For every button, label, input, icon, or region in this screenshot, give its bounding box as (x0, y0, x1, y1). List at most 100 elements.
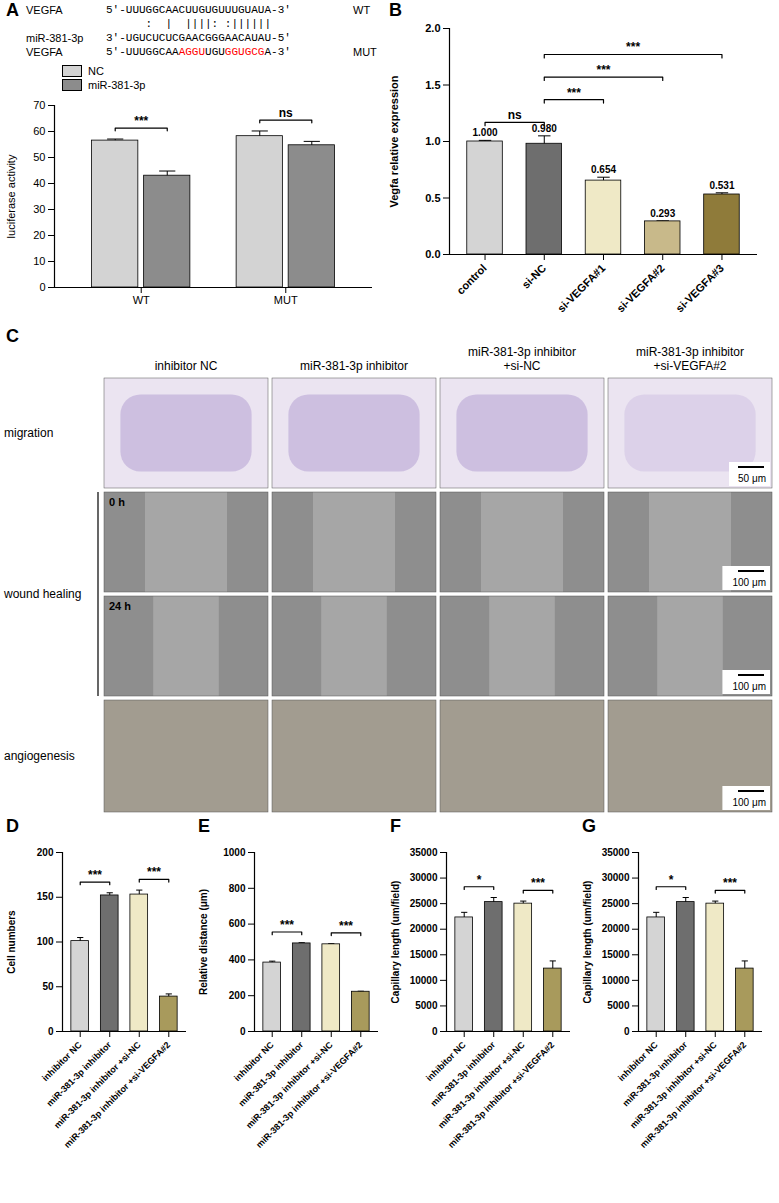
svg-text:***: *** (147, 865, 161, 879)
svg-text:20000: 20000 (602, 923, 630, 934)
svg-text:miR-381-3p inhibitor +si-VEGFA: miR-381-3p inhibitor +si-VEGFA#2 (254, 1040, 364, 1150)
svg-text:control: control (454, 262, 489, 297)
svg-text:miR-381-3p inhibitor +si-VEGFA: miR-381-3p inhibitor +si-VEGFA#2 (446, 1040, 556, 1150)
svg-text:inhibitor NC: inhibitor NC (424, 1039, 468, 1084)
svg-text:***: *** (567, 86, 581, 100)
svg-text:25000: 25000 (410, 898, 438, 909)
svg-text:0.293: 0.293 (650, 208, 675, 219)
svg-text:35000: 35000 (602, 847, 630, 858)
svg-text:***: *** (339, 919, 353, 933)
svg-text:15000: 15000 (410, 949, 438, 960)
svg-text:10000: 10000 (602, 975, 630, 986)
svg-text:10000: 10000 (410, 975, 438, 986)
svg-text:1.000: 1.000 (473, 127, 498, 138)
svg-text:*: * (669, 873, 674, 887)
svg-text:miR-381-3p inhibitor: miR-381-3p inhibitor (300, 359, 408, 373)
svg-text:***: *** (596, 63, 610, 77)
svg-text:+si-VEGFA#2: +si-VEGFA#2 (653, 359, 726, 373)
svg-text:0.654: 0.654 (591, 164, 616, 175)
svg-text:400: 400 (229, 954, 246, 965)
svg-text:2.0: 2.0 (425, 22, 440, 34)
svg-text:WT: WT (133, 294, 150, 306)
svg-text:Cell numbers: Cell numbers (6, 910, 17, 974)
svg-text:40: 40 (33, 177, 45, 189)
svg-text:20: 20 (33, 229, 45, 241)
svg-text:1.5: 1.5 (425, 79, 440, 91)
svg-text:+si-NC: +si-NC (503, 359, 540, 373)
svg-text:10: 10 (33, 255, 45, 267)
svg-text:200: 200 (229, 990, 246, 1001)
svg-text:Vegfa relative expression: Vegfa relative expression (388, 75, 400, 207)
svg-text:si-VEGFA#3: si-VEGFA#3 (673, 262, 726, 315)
svg-text:30000: 30000 (410, 872, 438, 883)
svg-text:800: 800 (229, 883, 246, 894)
svg-text:***: *** (531, 876, 545, 890)
svg-text:50 μm: 50 μm (738, 473, 766, 484)
svg-text:50: 50 (33, 151, 45, 163)
svg-text:inhibitor NC: inhibitor NC (616, 1039, 660, 1084)
svg-text:luciferase activity: luciferase activity (5, 154, 17, 238)
svg-text:35000: 35000 (410, 847, 438, 858)
svg-text:30000: 30000 (602, 872, 630, 883)
svg-text:5000: 5000 (415, 1000, 438, 1011)
svg-text:150: 150 (37, 891, 54, 902)
svg-text:60: 60 (33, 125, 45, 137)
svg-text:miR-381-3p inhibitor: miR-381-3p inhibitor (468, 345, 576, 359)
svg-text:100 μm: 100 μm (732, 681, 766, 692)
svg-text:***: *** (134, 114, 148, 128)
svg-text:5000: 5000 (607, 1000, 630, 1011)
svg-text:0.980: 0.980 (532, 123, 557, 134)
svg-text:ns: ns (279, 106, 293, 120)
svg-text:ns: ns (508, 108, 522, 122)
svg-text:0.531: 0.531 (709, 180, 734, 191)
svg-text:inhibitor NC: inhibitor NC (40, 1039, 84, 1084)
svg-text:0: 0 (39, 281, 45, 293)
svg-text:miR-381-3p inhibitor +si-NC: miR-381-3p inhibitor +si-NC (52, 1039, 143, 1131)
svg-text:0: 0 (432, 1026, 438, 1037)
svg-text:600: 600 (229, 918, 246, 929)
svg-text:*: * (477, 873, 482, 887)
svg-text:1000: 1000 (223, 847, 246, 858)
svg-text:inhibitor NC: inhibitor NC (155, 359, 218, 373)
svg-text:24 h: 24 h (109, 600, 131, 612)
svg-text:50: 50 (42, 981, 54, 992)
svg-text:miR-381-3p inhibitor +si-NC: miR-381-3p inhibitor +si-NC (436, 1039, 527, 1131)
svg-text:si-NC: si-NC (519, 262, 548, 291)
svg-text:70: 70 (33, 99, 45, 111)
svg-text:inhibitor NC: inhibitor NC (232, 1039, 276, 1084)
svg-text:200: 200 (37, 847, 54, 858)
svg-text:migration: migration (4, 426, 53, 440)
svg-text:***: *** (88, 868, 102, 882)
svg-text:15000: 15000 (602, 949, 630, 960)
svg-text:Capillary length (um/field): Capillary length (um/field) (390, 881, 401, 1004)
svg-text:25000: 25000 (602, 898, 630, 909)
svg-text:0.0: 0.0 (425, 248, 440, 260)
svg-text:***: *** (280, 918, 294, 932)
svg-text:Relative distance (μm): Relative distance (μm) (198, 889, 209, 995)
svg-text:***: *** (626, 40, 640, 54)
svg-text:miR-381-3p inhibitor: miR-381-3p inhibitor (636, 345, 744, 359)
svg-text:0: 0 (48, 1026, 54, 1037)
svg-text:miR-381-3p inhibitor +si-NC: miR-381-3p inhibitor +si-NC (244, 1039, 335, 1131)
svg-text:miR-381-3p inhibitor +si-NC: miR-381-3p inhibitor +si-NC (628, 1039, 719, 1131)
svg-text:Capillary length (um/field): Capillary length (um/field) (582, 881, 593, 1004)
svg-text:miR-381-3p inhibitor +si-VEGFA: miR-381-3p inhibitor +si-VEGFA#2 (62, 1040, 172, 1150)
svg-text:30: 30 (33, 203, 45, 215)
svg-text:0 h: 0 h (109, 496, 125, 508)
svg-text:0: 0 (624, 1026, 630, 1037)
svg-text:20000: 20000 (410, 923, 438, 934)
svg-text:MUT: MUT (274, 294, 298, 306)
svg-text:wound healing: wound healing (3, 587, 81, 601)
svg-text:si-VEGFA#2: si-VEGFA#2 (614, 262, 667, 315)
svg-text:0.5: 0.5 (425, 192, 440, 204)
svg-text:***: *** (723, 876, 737, 890)
svg-text:C: C (6, 326, 19, 346)
svg-text:100 μm: 100 μm (732, 797, 766, 808)
svg-text:angiogenesis: angiogenesis (4, 749, 75, 763)
svg-text:1.0: 1.0 (425, 135, 440, 147)
svg-text:0: 0 (240, 1026, 246, 1037)
svg-text:si-VEGFA#1: si-VEGFA#1 (555, 262, 608, 315)
svg-text:100: 100 (37, 936, 54, 947)
svg-text:100 μm: 100 μm (732, 577, 766, 588)
svg-text:miR-381-3p inhibitor +si-VEGFA: miR-381-3p inhibitor +si-VEGFA#2 (638, 1040, 748, 1150)
